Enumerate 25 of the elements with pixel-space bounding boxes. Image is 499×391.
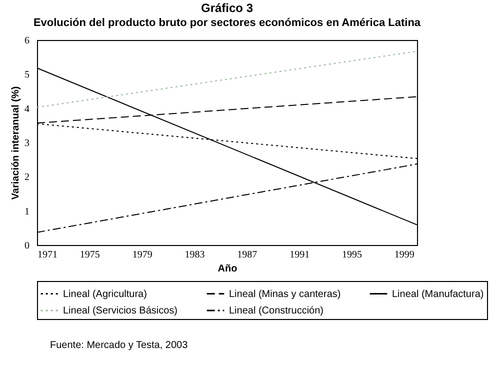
chart-subtitle: Evolución del producto bruto por sectores económicos en América Latina [33, 17, 422, 29]
x-tick-label: 1979 [132, 250, 152, 260]
y-tick-label: 2 [24, 172, 30, 184]
legend-label: Lineal (Minas y canteras) [229, 288, 341, 300]
y-tick-label: 6 [24, 36, 30, 46]
y-tick-label: 5 [24, 70, 30, 81]
x-tick-label: 1975 [80, 250, 100, 260]
y-tick-label: 3 [24, 138, 30, 149]
y-tick-label: 0 [24, 240, 30, 252]
legend-label: Lineal (Manufactura) [392, 288, 484, 300]
legend-label: Lineal (Agricultura) [63, 288, 147, 300]
x-tick-label: 1983 [184, 250, 205, 260]
source-note: Fuente: Mercado y Testa, 2003 [50, 340, 189, 351]
legend-label: Lineal (Servicios Básicos) [63, 306, 178, 316]
chart-title: Gráfico 3 [200, 1, 254, 15]
x-tick-label: 1987 [237, 250, 258, 260]
x-tick-label: 1971 [38, 250, 58, 260]
y-tick-label: 1 [24, 206, 30, 218]
x-tick-label: 1991 [290, 250, 310, 260]
x-axis-title: Año [218, 264, 238, 274]
x-tick-label: 1995 [342, 250, 362, 260]
x-tick-label: 1999 [394, 250, 414, 260]
y-axis-title: Variación interanual (%) [10, 86, 22, 200]
legend-label: Lineal (Construcción) [229, 306, 324, 316]
y-tick-label: 4 [24, 104, 30, 115]
